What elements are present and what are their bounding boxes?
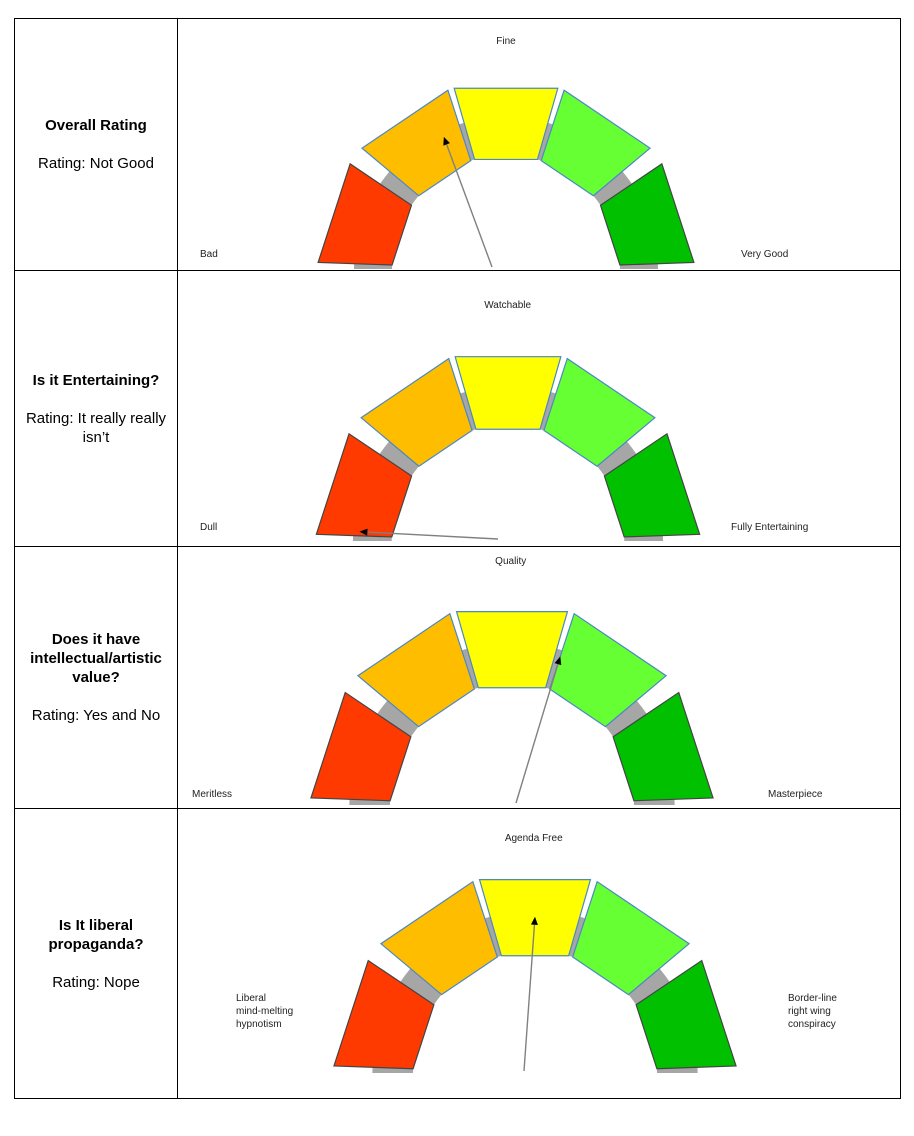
gauge-label-high: Masterpiece — [768, 789, 823, 800]
gauge-segment-4 — [543, 357, 656, 468]
gauge-segment-1 — [315, 432, 413, 538]
gauge-segment-2 — [356, 612, 476, 728]
rating-row-entertaining: Is it Entertaining? Rating: It really re… — [14, 270, 901, 547]
gauge-segment-1 — [310, 691, 412, 802]
gauge-segment-2 — [360, 89, 472, 197]
gauge-needle — [523, 924, 536, 1072]
gauge-needle-arrowhead — [554, 656, 562, 666]
gauge-needle — [367, 531, 499, 540]
question-cell: Is It liberal propaganda? Rating: Nope — [14, 808, 178, 1099]
gauge-segment-4 — [571, 880, 691, 996]
rating-value: Yes and No — [83, 707, 161, 724]
rating-prefix: Rating: — [31, 707, 80, 724]
gauge-label-high: Very Good — [741, 249, 788, 260]
gauge-label-low: Liberal mind-melting hypnotism — [236, 993, 293, 1030]
gauge-cell: Bad Fine Very Good — [177, 18, 901, 271]
gauge-chart-intellectual: Meritless Quality Masterpiece — [192, 556, 823, 805]
gauge-cell: Meritless Quality Masterpiece — [177, 546, 901, 809]
question-text: Overall Rating — [45, 117, 147, 134]
gauge-segment-3 — [453, 87, 559, 161]
rating-text: Rating: Nope — [21, 973, 171, 992]
gauge-segment-2 — [360, 357, 473, 468]
question-cell: Is it Entertaining? Rating: It really re… — [14, 270, 178, 547]
gauge-needle — [515, 663, 559, 804]
gauge-segment-3 — [454, 356, 562, 430]
gauge-segment-1 — [317, 162, 413, 266]
gauge-label-mid: Quality — [495, 556, 526, 567]
rating-text: Rating: It really really isn’t — [21, 409, 171, 447]
gauge-segment-5 — [603, 432, 701, 538]
gauge-needle — [445, 144, 493, 268]
gauge-segment-5 — [612, 691, 714, 802]
rating-prefix: Rating: — [38, 155, 86, 172]
question-text: Does it have intellectual/artistic value… — [30, 631, 162, 686]
gauge-segment-5 — [599, 162, 695, 266]
gauge-label-mid: Watchable — [484, 300, 531, 311]
gauge-segment-4 — [540, 89, 652, 197]
gauge-segment-2 — [379, 880, 499, 996]
rating-value: Nope — [103, 973, 140, 991]
gauge-segment-5 — [635, 959, 737, 1070]
gauge-cell: Liberal mind-melting hypnotism Agenda Free B… — [177, 808, 901, 1099]
rating-value: It really really isn’t — [77, 409, 167, 446]
gauge-label-mid: Agenda Free — [505, 833, 563, 844]
question-cell: Does it have intellectual/artistic value… — [14, 546, 178, 809]
gauge-chart-propaganda: Liberal mind-melting hypnotism Agenda Free B… — [236, 833, 837, 1073]
rating-value: Not Good — [89, 155, 154, 172]
rating-text: Rating: Not Good — [21, 154, 171, 173]
gauge-label-mid: Fine — [496, 36, 516, 47]
rating-table: Overall Rating Rating: Not Good Bad Fine V… — [14, 18, 901, 1099]
rating-row-overall: Overall Rating Rating: Not Good Bad Fine V… — [14, 18, 901, 271]
rating-text: Rating: Yes and No — [21, 706, 171, 725]
gauge-needle-arrowhead — [443, 136, 450, 146]
gauge-needle-arrowhead — [359, 528, 368, 536]
question-text: Is It liberal propaganda? — [48, 916, 144, 953]
gauge-segment-3 — [455, 611, 569, 689]
gauge-segment-4 — [548, 612, 668, 728]
gauge-label-high: Fully Entertaining — [731, 522, 808, 533]
rating-prefix: Rating: — [25, 409, 74, 427]
gauge-needle-arrowhead — [530, 916, 538, 926]
gauge-label-low: Dull — [200, 522, 217, 533]
gauge-chart-entertaining: Dull Watchable Fully Entertaining — [200, 300, 808, 541]
gauge-cell: Dull Watchable Fully Entertaining — [177, 270, 901, 547]
rating-prefix: Rating: — [52, 973, 100, 991]
gauge-label-low: Bad — [200, 249, 218, 260]
question-cell: Overall Rating Rating: Not Good — [14, 18, 178, 271]
rating-row-intellectual: Does it have intellectual/artistic value… — [14, 546, 901, 809]
question-text: Is it Entertaining? — [32, 371, 160, 389]
gauge-chart-overall: Bad Fine Very Good — [200, 36, 788, 269]
gauge-segment-1 — [333, 959, 435, 1070]
rating-row-propaganda: Is It liberal propaganda? Rating: Nope L… — [14, 808, 901, 1099]
gauge-label-high: Border-line right wing conspiracy — [788, 993, 837, 1030]
gauge-label-low: Meritless — [192, 789, 232, 800]
